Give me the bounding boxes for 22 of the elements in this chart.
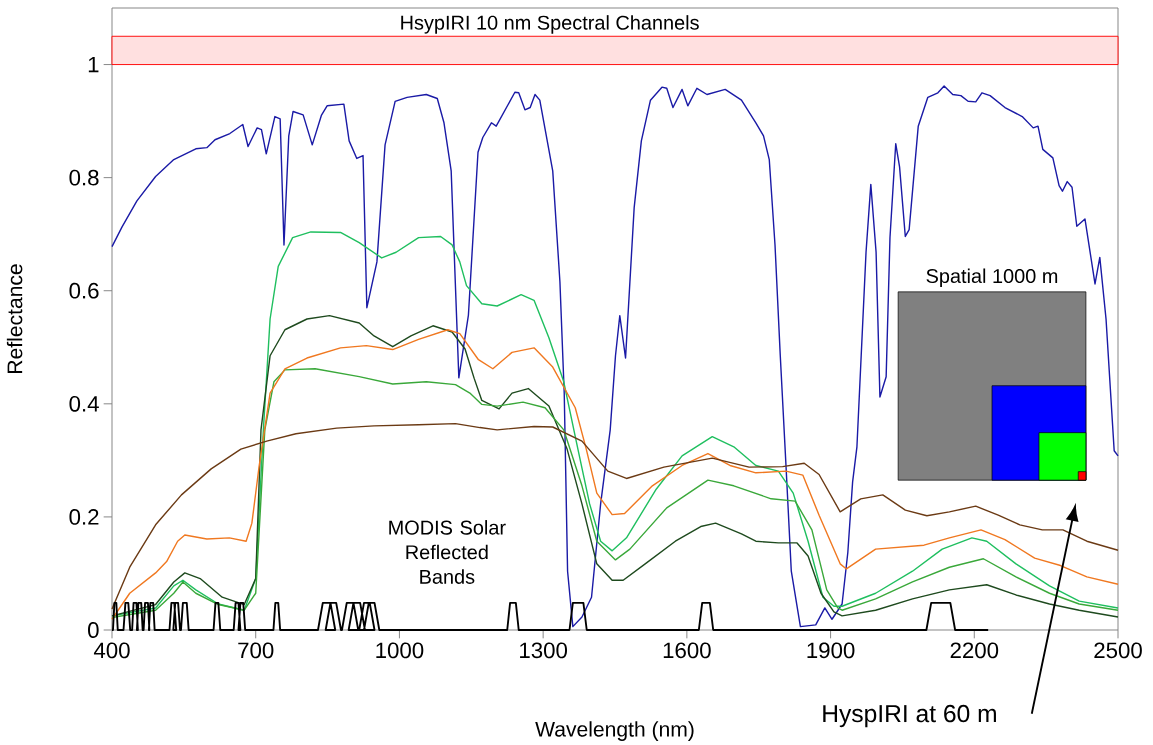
x-tick-label: 1300 (520, 642, 568, 659)
line-series (111, 423, 1119, 610)
y-tick-label: 0.8 (69, 169, 99, 186)
text: HyspIRI at 60 m (823, 704, 996, 728)
x-tick-label: 400 (93, 642, 130, 659)
x-tick-label: 2500 (1094, 642, 1142, 659)
x-tick-label: 1000 (376, 642, 424, 659)
annotation: Spatial 1000 m (926, 268, 1058, 288)
y-tick-label: 1 (88, 57, 99, 73)
x-tick-label: 1900 (807, 642, 855, 659)
series-label: MODIS Solar Reflected Bands (389, 520, 506, 584)
y-tick-label: 0.2 (69, 509, 99, 525)
y-tick-label: 0.4 (69, 396, 99, 412)
y-tick-label: 0 (88, 622, 99, 638)
band-label: HsypIRI 10 nm Spectral Channels (401, 15, 699, 34)
x-tick-label: 1600 (663, 642, 711, 659)
x-axis-title: Wavelength (nm) (535, 721, 694, 741)
x-tick-label: 2200 (950, 642, 999, 659)
x-tick-label: 700 (238, 642, 274, 659)
y-axis-title: Reflectance (6, 264, 23, 374)
line-series (111, 85, 1119, 628)
y-tick-label: 0.6 (69, 282, 99, 299)
